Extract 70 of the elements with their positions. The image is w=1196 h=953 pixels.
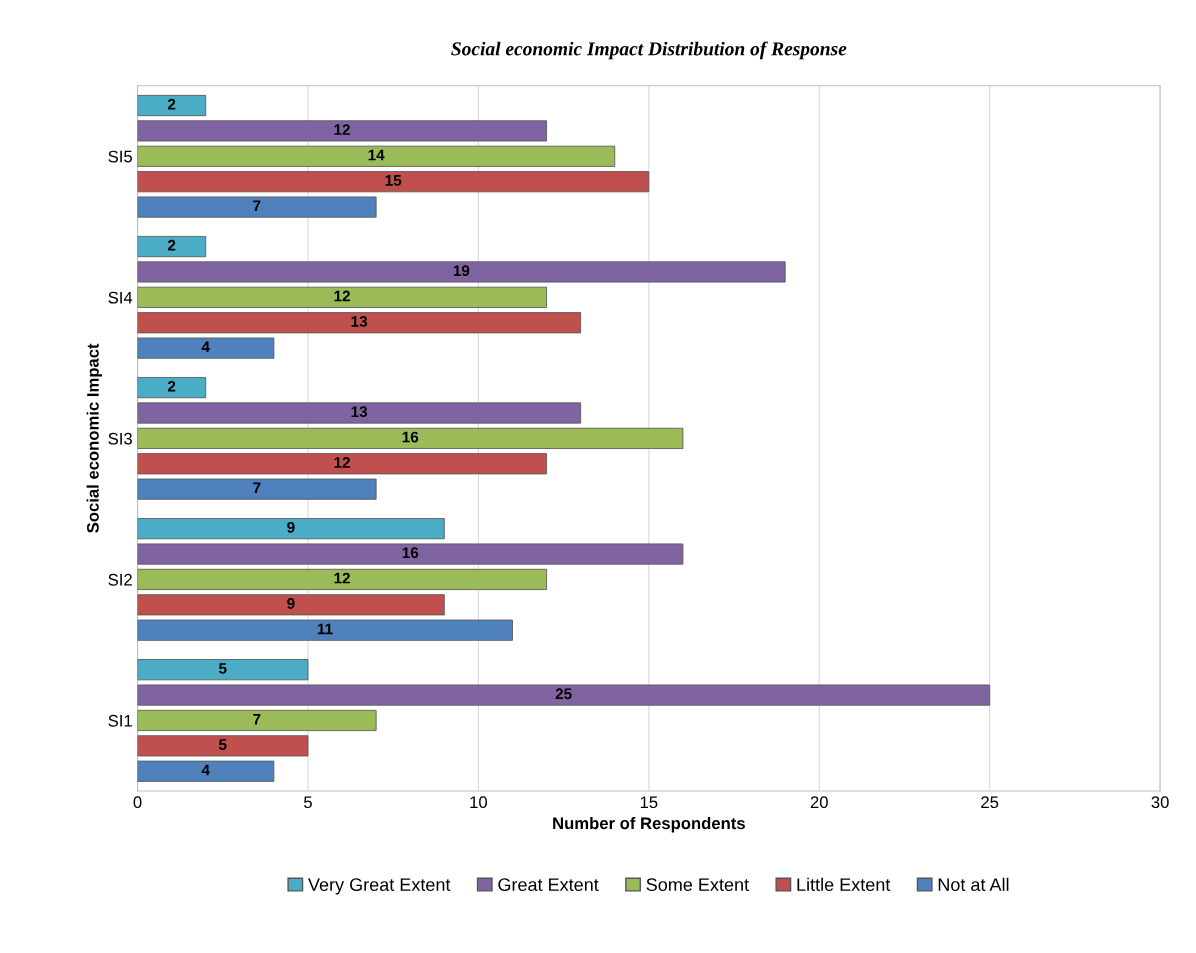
legend-label: Not at All (938, 877, 1009, 892)
legend-label: Very Great Extent (308, 878, 451, 895)
x-tick-label: 25 (981, 796, 999, 809)
y-tick-label: SI5 (108, 150, 132, 163)
bar (137, 760, 275, 782)
data-label: 19 (453, 265, 470, 277)
x-tick-label: 10 (470, 796, 488, 809)
data-label: 2 (167, 239, 176, 251)
x-tick-label: 0 (133, 796, 142, 809)
y-tick-label: SI1 (108, 714, 132, 727)
bar (137, 518, 445, 540)
x-tick-label: 20 (810, 796, 828, 809)
x-tick-label: 30 (1151, 796, 1169, 809)
data-label: 7 (253, 713, 261, 725)
bar (137, 709, 377, 732)
data-label: 9 (287, 598, 295, 609)
data-label: 7 (253, 200, 261, 212)
data-label: 14 (368, 149, 385, 161)
chart-title: Social economic Impact Distribution of Response (451, 41, 847, 60)
data-label: 4 (201, 341, 210, 353)
data-label: 4 (201, 764, 210, 776)
data-label: 12 (334, 572, 350, 584)
data-label: 16 (402, 431, 419, 443)
data-label: 16 (402, 547, 419, 559)
bar (137, 261, 786, 283)
y-tick-label: SI4 (108, 291, 133, 304)
x-tick-label: 15 (640, 796, 658, 809)
y-tick-label: SI3 (108, 432, 132, 445)
bar (137, 735, 309, 757)
bar (137, 543, 684, 565)
bar (137, 145, 616, 167)
data-label: 25 (555, 688, 572, 700)
bar (137, 377, 207, 399)
bar (137, 120, 547, 142)
bar (137, 453, 547, 475)
data-label: 11 (317, 623, 333, 635)
legend-label: Little Extent (797, 877, 891, 892)
data-label: 12 (334, 124, 350, 135)
bar (137, 594, 445, 616)
bar (137, 684, 991, 706)
data-label: 13 (351, 316, 368, 327)
data-label: 5 (218, 739, 227, 750)
bar (137, 286, 547, 308)
bar (137, 659, 309, 681)
bar (137, 196, 377, 218)
bar (137, 427, 684, 449)
bar (137, 337, 275, 359)
bar (137, 312, 582, 334)
bar (137, 171, 650, 193)
data-label: 5 (218, 663, 227, 674)
data-label: 13 (351, 406, 368, 418)
legend-label: Great Extent (498, 878, 599, 892)
data-label: 15 (385, 175, 402, 186)
data-label: 12 (334, 457, 350, 468)
bar (137, 235, 207, 258)
bar (137, 619, 513, 641)
bar (137, 402, 582, 424)
x-tick-label: 5 (304, 796, 312, 809)
bar (137, 94, 207, 117)
x-axis-title: Number of Respondents (553, 816, 745, 833)
data-label: 12 (334, 290, 350, 302)
bar (137, 568, 547, 590)
y-tick-label: SI2 (108, 573, 132, 586)
y-axis-title: Social economic Impact (86, 343, 103, 533)
legend-label: Some Extent (646, 878, 749, 892)
data-label: 9 (287, 521, 295, 533)
data-label: 2 (167, 380, 176, 392)
data-label: 2 (167, 98, 176, 110)
bar (137, 478, 377, 500)
data-label: 7 (253, 482, 261, 494)
